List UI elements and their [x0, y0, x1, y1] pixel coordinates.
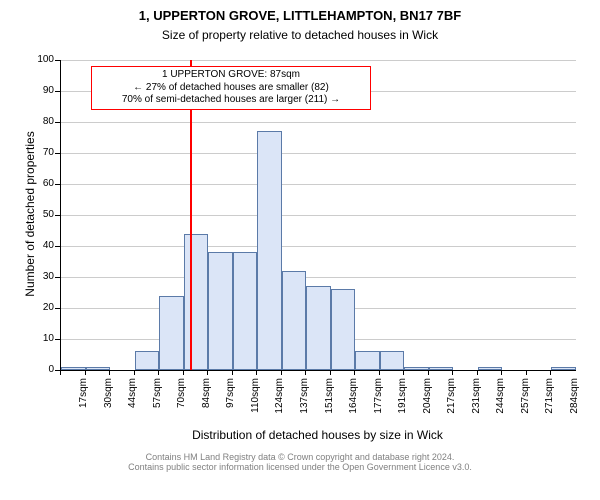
- chart-subtitle: Size of property relative to detached ho…: [0, 28, 600, 42]
- chart-title: 1, UPPERTON GROVE, LITTLEHAMPTON, BN17 7…: [0, 8, 600, 23]
- x-tick-label: 124sqm: [274, 378, 285, 418]
- x-tick: [60, 370, 61, 375]
- x-tick-label: 70sqm: [176, 378, 187, 418]
- x-tick: [232, 370, 233, 375]
- x-tick-label: 271sqm: [544, 378, 555, 418]
- histogram-bar: [159, 296, 184, 370]
- x-tick: [354, 370, 355, 375]
- y-gridline: [61, 277, 576, 278]
- x-tick: [183, 370, 184, 375]
- histogram-bar: [331, 289, 356, 370]
- y-gridline: [61, 184, 576, 185]
- histogram-bar: [257, 131, 282, 370]
- histogram-bar: [282, 271, 307, 370]
- y-tick: [55, 153, 60, 154]
- histogram-bar: [429, 367, 454, 370]
- x-tick-label: 204sqm: [422, 378, 433, 418]
- x-tick: [452, 370, 453, 375]
- histogram-bar: [233, 252, 258, 370]
- y-tick: [55, 308, 60, 309]
- y-tick-label: 100: [24, 54, 54, 65]
- y-tick-label: 20: [24, 302, 54, 313]
- x-tick: [428, 370, 429, 375]
- x-tick-label: 151sqm: [324, 378, 335, 418]
- y-tick: [55, 184, 60, 185]
- histogram-bar: [86, 367, 111, 370]
- y-gridline: [61, 246, 576, 247]
- footer-text: Contains HM Land Registry data © Crown c…: [0, 452, 600, 472]
- x-tick-label: 231sqm: [471, 378, 482, 418]
- x-axis-label: Distribution of detached houses by size …: [60, 428, 575, 442]
- y-tick-label: 80: [24, 116, 54, 127]
- x-tick-label: 57sqm: [152, 378, 163, 418]
- y-tick-label: 40: [24, 240, 54, 251]
- y-tick: [55, 339, 60, 340]
- y-gridline: [61, 122, 576, 123]
- x-tick-label: 217sqm: [446, 378, 457, 418]
- y-tick: [55, 277, 60, 278]
- x-tick-label: 44sqm: [127, 378, 138, 418]
- footer-line-2: Contains public sector information licen…: [0, 462, 600, 472]
- y-tick-label: 60: [24, 178, 54, 189]
- y-tick-label: 30: [24, 271, 54, 282]
- chart-container: 1, UPPERTON GROVE, LITTLEHAMPTON, BN17 7…: [0, 0, 600, 500]
- y-tick-label: 0: [24, 364, 54, 375]
- x-tick-label: 191sqm: [397, 378, 408, 418]
- annotation-line-2: ← 27% of detached houses are smaller (82…: [96, 82, 366, 95]
- annotation-line-3: 70% of semi-detached houses are larger (…: [96, 94, 366, 107]
- x-tick: [85, 370, 86, 375]
- y-tick: [55, 122, 60, 123]
- histogram-bar: [135, 351, 160, 370]
- histogram-bar: [61, 367, 86, 370]
- x-tick: [477, 370, 478, 375]
- histogram-bar: [208, 252, 233, 370]
- x-tick: [501, 370, 502, 375]
- y-tick: [55, 91, 60, 92]
- x-tick: [158, 370, 159, 375]
- x-tick-label: 284sqm: [569, 378, 580, 418]
- y-tick-label: 70: [24, 147, 54, 158]
- y-tick: [55, 246, 60, 247]
- y-gridline: [61, 215, 576, 216]
- x-tick-label: 177sqm: [373, 378, 384, 418]
- histogram-bar: [380, 351, 405, 370]
- annotation-box: 1 UPPERTON GROVE: 87sqm ← 27% of detache…: [91, 66, 371, 110]
- x-tick: [403, 370, 404, 375]
- annotation-line-1: 1 UPPERTON GROVE: 87sqm: [96, 69, 366, 82]
- x-tick: [526, 370, 527, 375]
- x-tick: [109, 370, 110, 375]
- y-tick: [55, 60, 60, 61]
- x-tick: [281, 370, 282, 375]
- y-tick-label: 90: [24, 85, 54, 96]
- histogram-bar: [551, 367, 576, 370]
- x-tick-label: 257sqm: [520, 378, 531, 418]
- footer-line-1: Contains HM Land Registry data © Crown c…: [0, 452, 600, 462]
- x-tick: [305, 370, 306, 375]
- y-tick: [55, 215, 60, 216]
- x-tick: [134, 370, 135, 375]
- x-tick-label: 97sqm: [225, 378, 236, 418]
- x-tick-label: 17sqm: [78, 378, 89, 418]
- x-tick: [207, 370, 208, 375]
- x-tick-label: 84sqm: [201, 378, 212, 418]
- histogram-bar: [184, 234, 209, 370]
- histogram-bar: [306, 286, 331, 370]
- x-tick-label: 137sqm: [299, 378, 310, 418]
- histogram-bar: [478, 367, 503, 370]
- y-tick-label: 10: [24, 333, 54, 344]
- x-tick: [379, 370, 380, 375]
- x-tick-label: 164sqm: [348, 378, 359, 418]
- y-gridline: [61, 153, 576, 154]
- plot-area: 1 UPPERTON GROVE: 87sqm ← 27% of detache…: [60, 60, 576, 371]
- histogram-bar: [355, 351, 380, 370]
- x-tick-label: 30sqm: [103, 378, 114, 418]
- y-tick-label: 50: [24, 209, 54, 220]
- y-gridline: [61, 60, 576, 61]
- x-tick-label: 244sqm: [495, 378, 506, 418]
- histogram-bar: [404, 367, 429, 370]
- x-tick: [330, 370, 331, 375]
- x-tick: [550, 370, 551, 375]
- x-tick: [256, 370, 257, 375]
- x-tick-label: 110sqm: [250, 378, 261, 418]
